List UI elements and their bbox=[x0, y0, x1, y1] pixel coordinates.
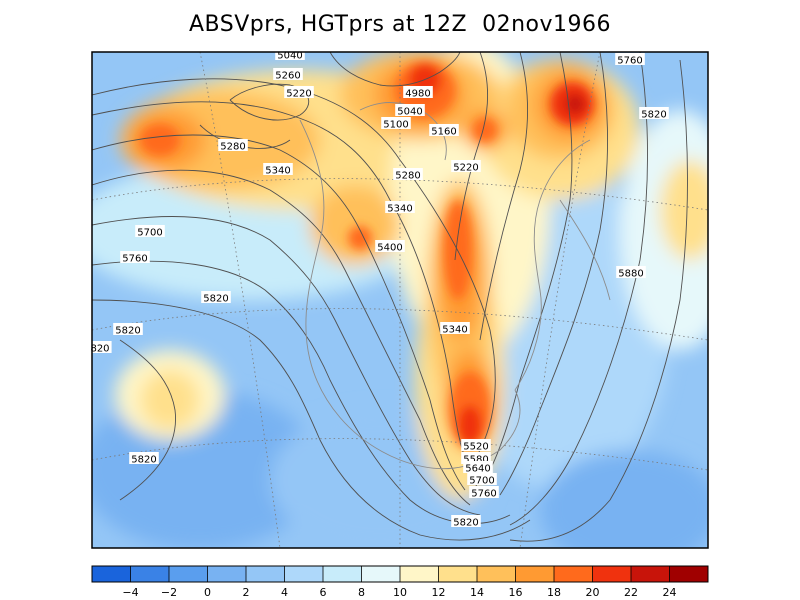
svg-text:5640: 5640 bbox=[465, 464, 490, 475]
contour-label: 820 bbox=[88, 341, 112, 355]
colorbar-swatch bbox=[361, 566, 401, 582]
contour-label: 5820 bbox=[113, 323, 143, 337]
contour-label: 5820 bbox=[201, 291, 231, 305]
colorbar-swatch bbox=[515, 566, 555, 582]
contour-label: 5820 bbox=[639, 107, 669, 121]
svg-text:5820: 5820 bbox=[131, 455, 156, 466]
svg-text:5760: 5760 bbox=[471, 489, 496, 500]
colorbar-swatch bbox=[130, 566, 170, 582]
contour-label: 5760 bbox=[120, 251, 150, 265]
contour-label: 5280 bbox=[218, 139, 248, 153]
svg-text:5520: 5520 bbox=[463, 442, 488, 453]
colorbar-swatch bbox=[477, 566, 516, 582]
colorbar-swatch bbox=[400, 566, 439, 582]
colorbar-tick-label: 20 bbox=[586, 586, 600, 599]
colorbar-swatch bbox=[169, 566, 208, 582]
colorbar-swatch bbox=[284, 566, 324, 582]
colorbar-tick-label: 22 bbox=[624, 586, 638, 599]
contour-label: 5220 bbox=[451, 160, 481, 174]
contour-label: 5700 bbox=[467, 473, 497, 487]
colorbar-swatch bbox=[92, 566, 131, 582]
svg-text:5280: 5280 bbox=[395, 171, 420, 182]
colorbar-tick-label: 16 bbox=[509, 586, 523, 599]
svg-text:5760: 5760 bbox=[122, 254, 147, 265]
svg-text:5280: 5280 bbox=[220, 142, 245, 153]
contour-label: 5760 bbox=[615, 53, 645, 67]
svg-text:5820: 5820 bbox=[115, 326, 140, 337]
svg-text:5220: 5220 bbox=[286, 89, 311, 100]
map-title: ABSVprs, HGTprs at 12Z 02nov1966 bbox=[189, 12, 611, 37]
contour-label: 5340 bbox=[263, 163, 293, 177]
svg-text:5340: 5340 bbox=[442, 325, 467, 336]
colorbar-tick-label: 6 bbox=[320, 586, 327, 599]
contour-label: 5160 bbox=[429, 124, 459, 138]
contour-label: 4980 bbox=[403, 86, 433, 100]
contour-label: 5880 bbox=[616, 266, 646, 280]
colorbar-swatch bbox=[554, 566, 593, 582]
contour-label: 5100 bbox=[381, 117, 411, 131]
svg-text:5700: 5700 bbox=[469, 476, 494, 487]
colorbar-swatch bbox=[631, 566, 670, 582]
contour-label: 5700 bbox=[135, 225, 165, 239]
colorbar-swatch bbox=[246, 566, 285, 582]
contour-label: 5820 bbox=[129, 452, 159, 466]
contour-label: 5260 bbox=[273, 68, 303, 82]
colorbar-tick-label: 0 bbox=[204, 586, 211, 599]
svg-text:5760: 5760 bbox=[617, 56, 642, 67]
svg-text:5160: 5160 bbox=[431, 127, 456, 138]
svg-text:5040: 5040 bbox=[277, 51, 302, 62]
svg-text:5340: 5340 bbox=[265, 166, 290, 177]
colorbar-swatch bbox=[323, 566, 362, 582]
svg-text:5260: 5260 bbox=[275, 71, 300, 82]
contour-label: 5040 bbox=[275, 48, 305, 62]
colorbar: −4 −2 0 2 4 6 8 10 12 14 16 18 20 22 24 bbox=[91, 565, 709, 599]
colorbar-swatch bbox=[592, 566, 632, 582]
svg-text:4980: 4980 bbox=[405, 89, 430, 100]
svg-text:5820: 5820 bbox=[641, 110, 666, 121]
svg-text:5100: 5100 bbox=[383, 120, 408, 131]
contour-label: 5340 bbox=[440, 322, 470, 336]
svg-text:5820: 5820 bbox=[203, 294, 228, 305]
colorbar-swatch bbox=[438, 566, 478, 582]
colorbar-tick-label: 10 bbox=[393, 586, 407, 599]
contour-label: 5040 bbox=[395, 104, 425, 118]
contour-label: 5220 bbox=[284, 86, 314, 100]
colorbar-tick-label: 2 bbox=[243, 586, 250, 599]
svg-text:5700: 5700 bbox=[137, 228, 162, 239]
colorbar-tick-label: −4 bbox=[122, 586, 138, 599]
svg-text:5880: 5880 bbox=[618, 269, 643, 280]
contour-label: 5760 bbox=[469, 486, 499, 500]
svg-text:5400: 5400 bbox=[377, 243, 402, 254]
svg-text:5580: 5580 bbox=[463, 455, 488, 466]
svg-text:5340: 5340 bbox=[387, 204, 412, 215]
contour-label: 5820 bbox=[451, 515, 481, 529]
plot-frame bbox=[91, 51, 709, 549]
contour-label: 5400 bbox=[375, 240, 405, 254]
colorbar-tick-label: 8 bbox=[358, 586, 365, 599]
contour-label: 5520 bbox=[461, 439, 491, 453]
contour-label: 5640 bbox=[463, 461, 493, 475]
svg-text:820: 820 bbox=[90, 344, 109, 355]
colorbar-tick-label: 24 bbox=[663, 586, 677, 599]
contour-label: 5280 bbox=[393, 168, 423, 182]
colorbar-swatch bbox=[207, 566, 247, 582]
contour-labels: 5040 5260 5220 4980 5040 5100 5160 5760 5820 5280… bbox=[88, 48, 669, 529]
colorbar-tick-label: 4 bbox=[281, 586, 288, 599]
svg-text:5040: 5040 bbox=[397, 107, 422, 118]
svg-text:5820: 5820 bbox=[453, 518, 478, 529]
colorbar-tick-label: −2 bbox=[161, 586, 177, 599]
height-contours bbox=[92, 52, 688, 542]
contour-label: 5340 bbox=[385, 201, 415, 215]
colorbar-tick-label: 18 bbox=[547, 586, 561, 599]
colorbar-tick-label: 14 bbox=[470, 586, 484, 599]
svg-text:5220: 5220 bbox=[453, 163, 478, 174]
colorbar-swatch bbox=[669, 566, 709, 582]
colorbar-tick-label: 12 bbox=[432, 586, 446, 599]
